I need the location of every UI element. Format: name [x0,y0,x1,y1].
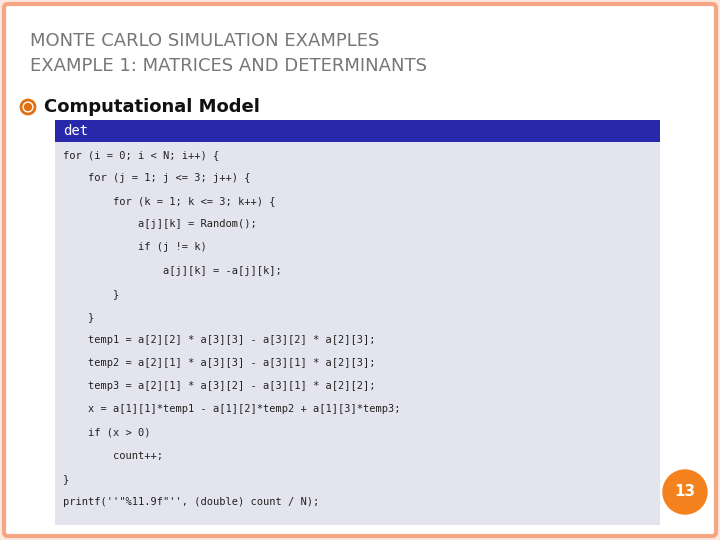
Text: temp3 = a[2][1] * a[3][2] - a[3][1] * a[2][2];: temp3 = a[2][1] * a[3][2] - a[3][1] * a[… [63,381,376,391]
Text: }: } [63,312,94,322]
FancyBboxPatch shape [55,120,660,525]
Text: }: } [63,289,120,299]
Circle shape [24,104,32,111]
Text: det: det [63,124,88,138]
Text: EXAMPLE 1: MATRICES AND DETERMINANTS: EXAMPLE 1: MATRICES AND DETERMINANTS [30,57,427,75]
Text: if (j != k): if (j != k) [63,242,207,253]
Text: MONTE CARLO SIMULATION EXAMPLES: MONTE CARLO SIMULATION EXAMPLES [30,32,379,50]
Text: temp1 = a[2][2] * a[3][3] - a[3][2] * a[2][3];: temp1 = a[2][2] * a[3][3] - a[3][2] * a[… [63,335,376,345]
Text: 13: 13 [675,484,696,500]
Text: count++;: count++; [63,450,163,461]
Circle shape [663,470,707,514]
FancyBboxPatch shape [4,4,716,536]
Text: printf(''"%11.9f"'', (double) count / N);: printf(''"%11.9f"'', (double) count / N)… [63,497,319,507]
Text: a[j][k] = -a[j][k];: a[j][k] = -a[j][k]; [63,266,282,275]
Text: }: } [63,474,69,484]
Text: for (i = 0; i < N; i++) {: for (i = 0; i < N; i++) { [63,150,220,160]
Text: for (k = 1; k <= 3; k++) {: for (k = 1; k <= 3; k++) { [63,196,276,206]
Text: temp2 = a[2][1] * a[3][3] - a[3][1] * a[2][3];: temp2 = a[2][1] * a[3][3] - a[3][1] * a[… [63,358,376,368]
Text: x = a[1][1]*temp1 - a[1][2]*temp2 + a[1][3]*temp3;: x = a[1][1]*temp1 - a[1][2]*temp2 + a[1]… [63,404,400,414]
Text: a[j][k] = Random();: a[j][k] = Random(); [63,219,257,230]
Text: if (x > 0): if (x > 0) [63,428,150,437]
Text: Computational Model: Computational Model [44,98,260,116]
FancyBboxPatch shape [55,120,660,142]
Text: for (j = 1; j <= 3; j++) {: for (j = 1; j <= 3; j++) { [63,173,251,183]
